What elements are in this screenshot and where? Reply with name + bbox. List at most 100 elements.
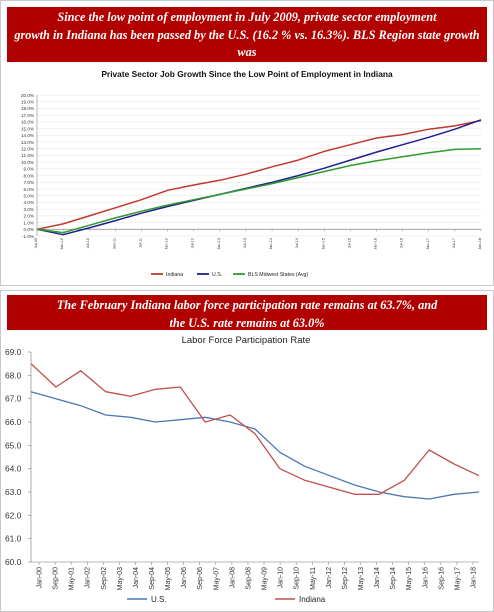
chart1-y-tick-label: 7.0% bbox=[24, 180, 34, 185]
chart1-y-tick-label: -1.0% bbox=[22, 234, 34, 239]
chart1-y-tick-label: 8.0% bbox=[24, 173, 34, 178]
chart1-series bbox=[36, 119, 482, 236]
chart2-x-tick-label: Sep-12 bbox=[342, 567, 349, 590]
chart1-y-tick-label: 17.0% bbox=[21, 113, 34, 118]
banner1-line1: Since the low point of employment in Jul… bbox=[57, 10, 437, 24]
banner2-line1: The February Indiana labor force partici… bbox=[56, 298, 438, 312]
participation-panel: The February Indiana labor force partici… bbox=[0, 290, 494, 612]
banner1-line2: growth in Indiana has been passed by the… bbox=[14, 27, 480, 60]
chart2-series-u-s bbox=[30, 391, 480, 500]
chart2-y-tick-label: 69.0 bbox=[5, 347, 22, 357]
chart1-y-tick-label: 9.0% bbox=[24, 167, 34, 172]
chart2-x-tick-label: May-17 bbox=[454, 567, 461, 590]
job-growth-banner: Since the low point of employment in Jul… bbox=[7, 7, 487, 77]
chart1-x-tick-label: Jan-15 bbox=[321, 238, 325, 250]
chart1-x-tick-label: Jul-09 bbox=[34, 238, 38, 248]
chart1-x-tick-label: Jul-13 bbox=[243, 238, 247, 248]
chart2-y-tick-label: 62.0 bbox=[5, 510, 22, 520]
participation-chart: Labor Force Participation Rate 60.061.06… bbox=[5, 335, 480, 604]
chart1-y-tick-label: 13.0% bbox=[21, 140, 34, 145]
chart2-x-tick-label: May-05 bbox=[165, 567, 172, 590]
chart1-y-tick-label: 6.0% bbox=[24, 187, 34, 192]
chart1-x-tick-label: Jan-12 bbox=[165, 238, 169, 250]
chart1-y-tick-label: 5.0% bbox=[24, 194, 34, 199]
chart1-x-tick-label: Jul-15 bbox=[347, 238, 351, 248]
chart2-x-tick-label: Jan-12 bbox=[326, 567, 333, 589]
chart2-x-tick-label: Sep-06 bbox=[197, 567, 204, 590]
chart2-x-tick-label: Sep-00 bbox=[53, 567, 60, 590]
chart1-x-tick-label: Jan-16 bbox=[374, 238, 378, 250]
job-growth-panel: Since the low point of employment in Jul… bbox=[0, 0, 494, 286]
chart2-y-axis: 60.0 61.0 62.0 63.0 64.0 65.0 66.0 67.0 68.0 69.0 bbox=[5, 347, 32, 567]
chart2-x-tick-label: Jan-04 bbox=[133, 567, 140, 589]
chart1-y-tick-label: 20.0% bbox=[21, 93, 34, 98]
chart2-x-tick-label: Sep-14 bbox=[390, 567, 397, 590]
chart1-x-tick-label: Jul-11 bbox=[138, 238, 142, 248]
chart2-x-tick-label: May-03 bbox=[117, 567, 124, 590]
chart2-x-tick-label: May-13 bbox=[358, 567, 365, 590]
chart2-x-tick-label: Jan-08 bbox=[229, 567, 236, 589]
chart1-y-tick-label: 11.0% bbox=[21, 153, 34, 158]
chart1-legend-label-bls-midwest-states-avg: BLS Midwest States (Avg) bbox=[248, 272, 308, 278]
banner2-line2: the U.S. rate remains at 63.0% bbox=[169, 315, 325, 330]
chart1-y-tick-label: 10.0% bbox=[21, 160, 34, 165]
chart1-legend-label-indiana: Indiana bbox=[166, 272, 183, 278]
chart2-x-tick-label: Jan-10 bbox=[278, 567, 285, 589]
chart2-y-tick-label: 63.0 bbox=[5, 487, 22, 497]
chart2-x-tick-label: May-01 bbox=[69, 567, 76, 590]
chart1-x-axis: Jul-09 Jan-10 Jul-10 Jan-11 Jul-11 Jan-12 Jul-… bbox=[34, 229, 482, 250]
chart1-x-tick-label: Jan-17 bbox=[426, 238, 430, 250]
chart2-x-tick-label: May-07 bbox=[213, 567, 220, 590]
chart1-title: Private Sector Job Growth Since the Low … bbox=[101, 69, 393, 79]
chart1-y-tick-label: 15.0% bbox=[21, 126, 34, 131]
chart1-x-tick-label: Jul-14 bbox=[295, 238, 299, 248]
chart1-y-tick-label: 4.0% bbox=[24, 200, 34, 205]
chart1-x-tick-label: Jul-10 bbox=[86, 238, 90, 248]
chart1-y-tick-label: 3.0% bbox=[24, 207, 34, 212]
chart1-x-tick-label: Jan-13 bbox=[217, 238, 221, 250]
chart2-y-tick-label: 60.0 bbox=[5, 557, 22, 567]
chart1-y-tick-label: 1.0% bbox=[24, 220, 34, 225]
chart2-legend-label-u-s: U.S. bbox=[151, 595, 167, 604]
chart2-x-tick-label: Jan-16 bbox=[422, 567, 429, 589]
chart1-legend: Indiana U.S. BLS Midwest States (Avg) bbox=[151, 272, 308, 278]
chart1-y-tick-label: 0.0% bbox=[24, 227, 34, 232]
chart2-x-tick-label: Jan-14 bbox=[374, 567, 381, 589]
chart2-legend-label-indiana: Indiana bbox=[299, 595, 326, 604]
chart2-x-axis: Jan-00 Sep-00 May-01 Jan-02 Sep-02 May-03 Jan-… bbox=[31, 561, 479, 590]
chart2-x-tick-label: Sep-16 bbox=[438, 567, 445, 590]
chart2-legend: U.S. Indiana bbox=[127, 595, 326, 604]
chart1-x-tick-label: Jan-11 bbox=[112, 238, 116, 249]
chart2-y-tick-label: 65.0 bbox=[5, 440, 22, 450]
chart2-x-tick-label: Jan-02 bbox=[85, 567, 92, 589]
chart2-series-indiana bbox=[30, 363, 480, 495]
chart2-x-tick-label: May-15 bbox=[406, 567, 413, 590]
chart2-x-tick-label: Sep-10 bbox=[294, 567, 301, 590]
chart1-x-tick-label: Jan-18 bbox=[478, 238, 482, 250]
participation-banner: The February Indiana labor force partici… bbox=[7, 295, 487, 330]
banner1-line3: at 12.0% through January 2018. bbox=[164, 62, 330, 77]
chart2-x-tick-label: Jan-00 bbox=[37, 567, 44, 589]
chart2-series bbox=[30, 363, 480, 500]
chart1-y-tick-label: 2.0% bbox=[24, 214, 34, 219]
chart2-x-tick-label: May-09 bbox=[262, 567, 269, 590]
job-growth-chart: Private Sector Job Growth Since the Low … bbox=[21, 69, 482, 278]
chart1-y-tick-label: 18.0% bbox=[21, 106, 34, 111]
chart1-legend-label-u-s: U.S. bbox=[212, 272, 222, 278]
chart1-x-tick-label: Jan-14 bbox=[269, 238, 273, 250]
chart1-series-bls-midwest-states-avg bbox=[36, 147, 482, 234]
chart1-y-tick-label: 14.0% bbox=[21, 133, 34, 138]
chart1-series-indiana bbox=[36, 119, 482, 231]
chart1-y-tick-label: 19.0% bbox=[21, 100, 34, 105]
chart1-y-axis: -1.0% 0.0% 1.0%2.0% 3.0% 4.0%5.0% 6.0% 7.0% 8.0… bbox=[21, 93, 38, 239]
chart1-x-tick-label: Jul-12 bbox=[191, 238, 195, 248]
chart1-series-u-s bbox=[36, 119, 482, 236]
chart2-x-tick-label: May-11 bbox=[310, 567, 317, 590]
chart2-y-tick-label: 64.0 bbox=[5, 464, 22, 474]
chart2-title: Labor Force Participation Rate bbox=[182, 335, 311, 346]
chart2-x-tick-label: Sep-04 bbox=[149, 567, 156, 590]
chart2-y-tick-label: 68.0 bbox=[5, 370, 22, 380]
chart2-y-tick-label: 66.0 bbox=[5, 417, 22, 427]
chart1-y-tick-label: 16.0% bbox=[21, 120, 34, 125]
chart1-y-tick-label: 12.0% bbox=[21, 147, 34, 152]
